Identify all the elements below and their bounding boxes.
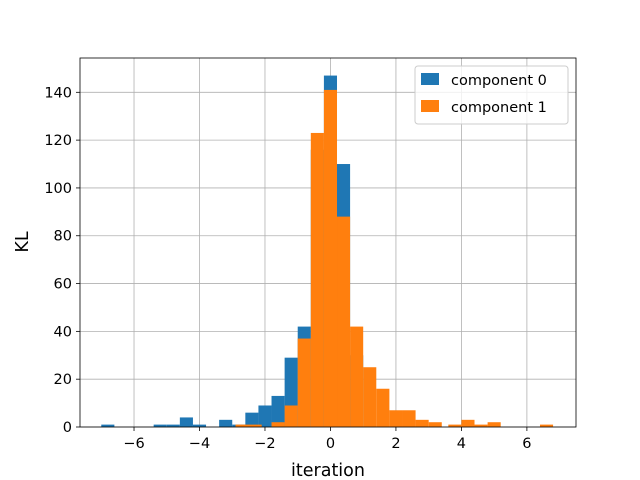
bar-component-0 [219,419,233,427]
bar-component-0 [166,424,180,427]
bar-component-1 [389,410,403,427]
y-tick-label: 100 [44,181,72,197]
legend-label-component-0: component 0 [451,73,547,89]
bar-component-1 [350,326,364,427]
bar-component-1 [337,216,351,427]
bar-component-0 [153,424,167,427]
bar-component-1 [271,422,285,427]
x-tick-label: −6 [123,436,144,452]
y-axis-label: KL [13,231,33,252]
bar-component-0 [179,417,193,427]
x-axis-label: iteration [291,461,365,480]
x-tick-label: 4 [457,436,466,452]
y-tick-label: 40 [54,324,72,340]
legend: component 0 component 1 [414,65,569,125]
bar-component-1 [376,388,390,427]
legend-label-component-1: component 1 [451,100,547,116]
x-tick-label: 6 [522,436,531,452]
y-tick-label: 140 [44,85,72,101]
bar-component-0 [245,412,259,427]
bar-component-1 [363,367,377,427]
bar-component-1 [474,424,488,427]
y-tick-label: 20 [54,372,72,388]
bar-component-1 [284,405,298,427]
bar-component-1 [297,338,311,427]
bar-component-1 [310,132,324,428]
y-tick-label: 0 [63,420,72,436]
legend-swatch-component-1 [421,100,439,112]
bar-component-1 [235,424,262,427]
plot-frame [79,57,577,428]
bar-component-1 [539,424,554,427]
x-axis-ticks: −6 −4 −2 0 2 4 6 [123,427,532,452]
bar-component-0 [192,424,207,427]
bar-component-1 [428,422,442,427]
x-tick-label: 0 [326,436,335,452]
x-tick-label: 2 [391,436,400,452]
bar-component-1 [323,89,338,427]
bar-component-1 [402,410,416,427]
legend-swatch-component-0 [421,73,439,85]
y-tick-label: 120 [44,133,72,149]
x-tick-label: −2 [254,436,275,452]
bar-component-0 [101,424,115,427]
legend-frame [414,65,569,125]
y-tick-label: 60 [54,277,72,293]
bar-component-1 [461,419,475,427]
bar-component-0 [258,405,272,427]
bar-component-1 [448,424,462,427]
bar-component-1 [415,419,429,427]
bar-component-1 [487,422,501,427]
y-tick-label: 80 [54,229,72,245]
x-tick-label: −4 [189,436,210,452]
y-axis-ticks: 0 20 40 60 80 100 120 140 [44,85,80,436]
bar-component-0 [271,395,285,427]
bars [101,75,554,428]
